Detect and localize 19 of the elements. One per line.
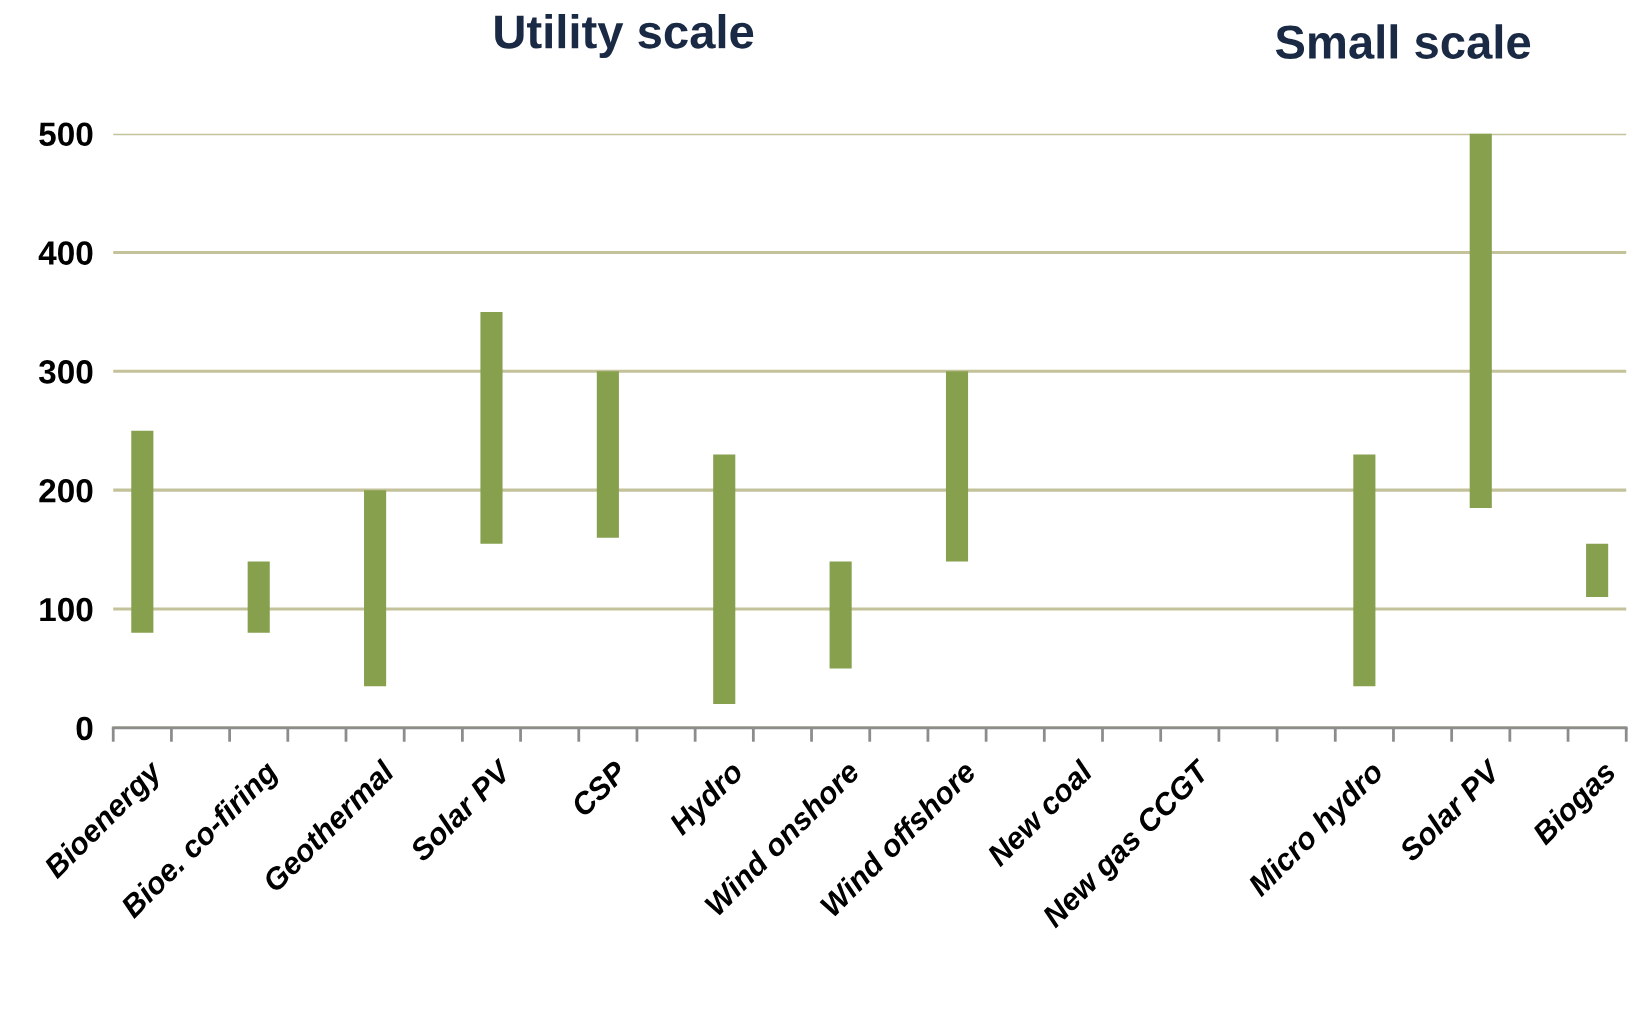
bar — [480, 311, 503, 544]
text: Utility scale — [495, 13, 754, 58]
bar — [364, 490, 387, 687]
bar — [1586, 543, 1609, 598]
bar — [713, 454, 736, 705]
y-tick-label: 0 — [76, 716, 93, 741]
y-tick-label: 500 — [39, 122, 93, 147]
y-tick-label: 300 — [38, 360, 93, 384]
y-tick-label: 400 — [38, 241, 93, 265]
bar — [1469, 133, 1492, 508]
text: Small scale — [1275, 24, 1531, 59]
bar — [829, 561, 852, 669]
y-tick-label: 200 — [39, 478, 93, 503]
bar — [247, 561, 270, 633]
bar — [1353, 454, 1376, 687]
bar — [596, 371, 619, 538]
bar — [945, 371, 969, 562]
bar — [131, 430, 154, 633]
y-tick-label: 100 — [40, 597, 93, 622]
